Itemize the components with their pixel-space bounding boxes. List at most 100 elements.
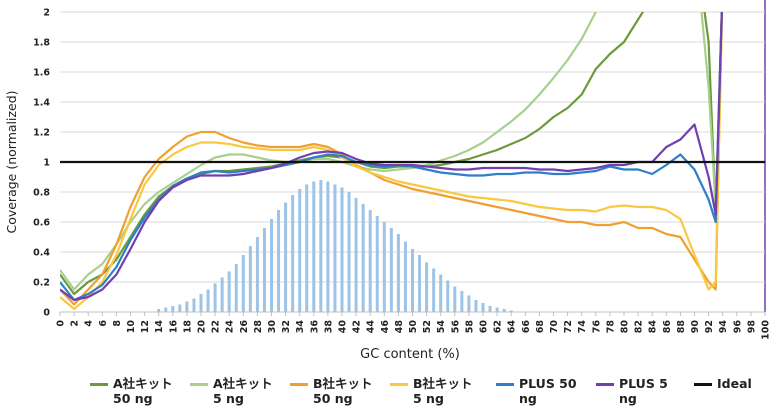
histogram-bar [213,283,217,312]
histogram-bar [495,307,499,312]
legend-swatch [496,383,514,386]
histogram-bar [185,301,189,312]
x-tick-label: 68 [535,320,546,334]
x-tick-label: 2 [70,320,81,327]
histogram-bar [453,286,457,312]
legend-item: Ideal [694,376,769,391]
histogram-bar [171,306,175,312]
x-tick-label: 80 [620,320,631,334]
x-tick-label: 62 [493,320,504,333]
histogram-bar [241,255,245,312]
x-axis-title: GC content (%) [360,347,460,362]
histogram-bar [460,291,464,312]
x-tick-label: 92 [704,320,715,333]
x-tick-label: 52 [422,320,433,333]
x-tick-label: 70 [549,320,560,334]
legend-swatch [90,383,108,386]
histogram-bar [262,228,266,312]
histogram-bar [305,184,309,312]
histogram-bar [326,181,330,312]
x-tick-label: 50 [408,320,419,334]
data-line [60,12,724,306]
x-tick-label: 60 [479,320,490,334]
histogram-bar [481,303,485,312]
histogram-bar [382,222,386,312]
x-tick-label: 66 [521,320,532,334]
x-tick-label: 98 [746,320,757,334]
y-tick-label: 0.8 [33,188,50,199]
legend-swatch [390,383,408,386]
histogram-bar [255,237,259,312]
y-tick-label: 0.6 [33,218,50,229]
y-tick-label: 1.6 [33,68,50,79]
x-tick-label: 74 [577,320,588,334]
histogram-bar [368,210,372,312]
legend-label: A社キット 50 ng [113,376,173,406]
x-tick-label: 4 [84,320,95,327]
histogram-bar [502,309,506,312]
legend-item: B社キット 50 ng [290,376,379,406]
x-tick-label: 44 [366,320,377,334]
lines [60,12,724,311]
legend-item: A社キット 5 ng [190,376,279,406]
x-tick-label: 78 [605,320,616,334]
x-tick-label: 76 [591,320,602,334]
legend-item: PLUS 50 ng [496,376,585,406]
histogram-bar [227,271,231,312]
x-tick-label: 38 [323,320,334,334]
legend-label: B社キット 50 ng [313,376,373,406]
x-tick-label: 18 [182,320,193,334]
x-tick-label: 8 [112,320,123,327]
histogram-bar [411,249,414,312]
x-tick-label: 36 [309,320,320,334]
histogram-bar [403,241,407,312]
histogram-bar [432,268,436,312]
histogram-bar [199,294,203,312]
legend-label: PLUS 50 ng [519,376,577,406]
y-tick-label: 1.4 [33,98,50,109]
x-tick-label: 54 [436,320,447,334]
histogram-bar [206,289,210,312]
y-tick-label: 0.2 [33,278,50,289]
legend-swatch [694,383,712,386]
histogram-bar [446,280,450,312]
histogram-bar [474,300,478,312]
chart: Coverage (normalized) GC content (%) 0 0.… [4,0,769,362]
histogram-bar [375,216,379,312]
x-tick-label: 6 [98,320,109,327]
histogram-bar [396,234,400,312]
x-tick-label: 30 [267,320,278,334]
y-tick-label: 1.8 [33,38,50,49]
x-tick-label: 58 [464,320,475,334]
data-line [60,12,724,311]
x-tick-label: 14 [154,320,165,334]
histogram-bar [312,181,316,312]
x-tick-label: 24 [225,320,236,334]
histogram-bar [164,307,168,312]
x-tick-label: 0 [56,320,67,327]
legend-item: B社キット 5 ng [390,376,479,406]
x-tick-label: 42 [352,320,363,333]
x-tick-label: 12 [140,320,151,333]
x-tick-label: 34 [295,320,306,334]
y-tick-label: 1.2 [33,128,50,139]
histogram-bar [234,264,238,312]
histogram-bar [347,192,351,312]
x-tick-label: 28 [253,320,264,334]
histogram-bar [157,309,161,312]
x-tick-label: 86 [662,320,673,334]
x-tick-label: 16 [168,320,179,334]
histogram-bar [220,277,224,312]
y-tick-label: 2 [43,8,50,19]
legend-label: PLUS 5 ng [619,376,668,406]
histogram-bar [425,262,429,312]
x-tick-label: 100 [761,320,769,340]
histogram-bar [354,198,358,312]
histogram-bar [319,180,323,312]
x-tick-label: 56 [450,320,461,334]
x-tick-label: 94 [718,320,729,334]
histogram-bar [277,210,281,312]
x-tick-label: 22 [211,320,222,333]
histogram-bar [178,304,182,312]
